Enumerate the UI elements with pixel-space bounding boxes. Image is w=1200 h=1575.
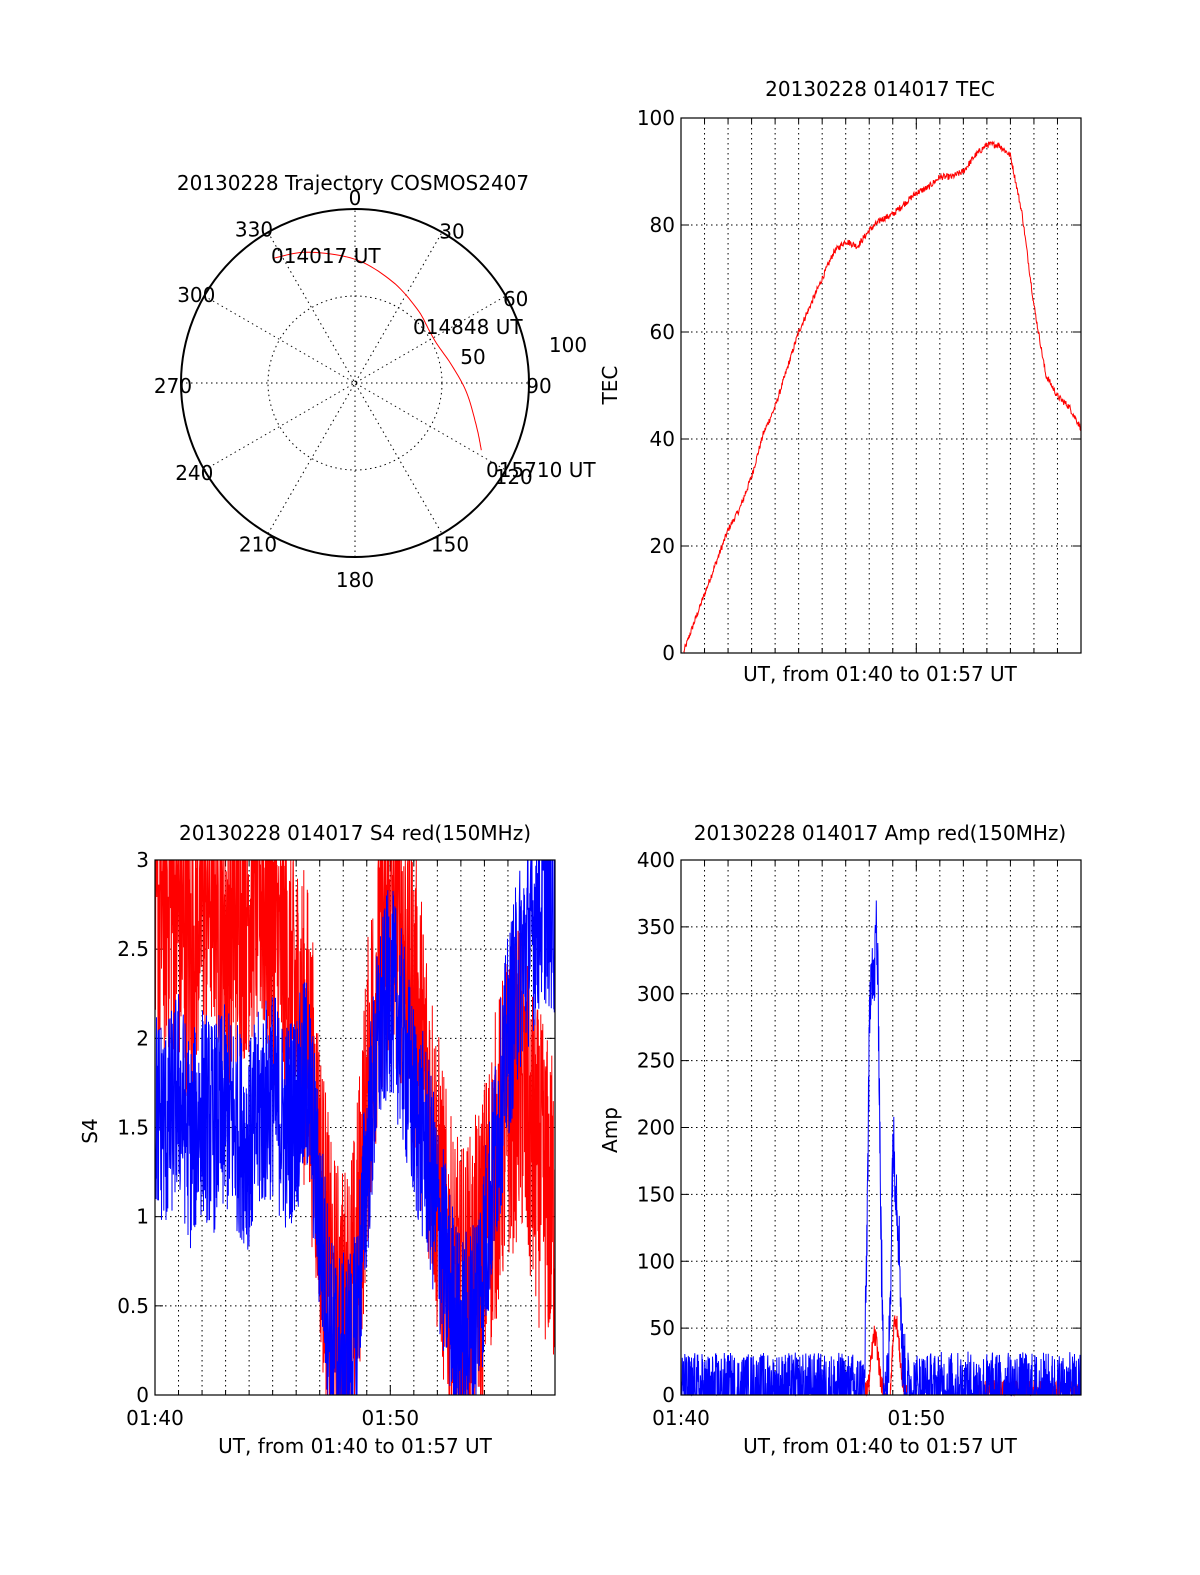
tec-chart: 20130228 014017 TEC 0 20 40 60 80 100 TEC UT,… bbox=[598, 77, 1082, 686]
annotation-end-time: 015710 UT bbox=[486, 458, 596, 482]
plot-frame bbox=[154, 859, 556, 1396]
annotation-start-time: 014017 UT bbox=[271, 244, 381, 268]
series-line-amp-blue bbox=[680, 900, 1082, 1397]
x-tick-label: 01:40 bbox=[126, 1406, 184, 1430]
azimuth-label: 30 bbox=[439, 219, 464, 243]
y-tick-label: 200 bbox=[637, 1116, 675, 1140]
series-line-s4-blue bbox=[154, 859, 556, 1396]
azimuth-label: 60 bbox=[503, 287, 528, 311]
polar-spoke bbox=[267, 232, 443, 534]
grid bbox=[680, 860, 1082, 1395]
y-tick-label: 40 bbox=[650, 427, 675, 451]
polar-outer-circle bbox=[180, 208, 530, 558]
annotation-mid-time: 014848 UT bbox=[413, 315, 523, 339]
y-tick-label: 0 bbox=[662, 1383, 675, 1407]
chart-title: 20130228 014017 S4 red(150MHz) bbox=[179, 821, 531, 845]
azimuth-label: 0 bbox=[349, 186, 362, 210]
azimuth-labels: 0 30 60 90 120 150 180 210 240 270 300 330 bbox=[154, 186, 552, 592]
y-tick-label: 350 bbox=[637, 915, 675, 939]
y-axis-label: S4 bbox=[78, 1118, 102, 1143]
y-tick-label: 300 bbox=[637, 982, 675, 1006]
y-tick-label: 100 bbox=[637, 106, 675, 130]
y-tick-label: 0 bbox=[662, 641, 675, 665]
azimuth-label: 240 bbox=[175, 461, 213, 485]
azimuth-label: 270 bbox=[154, 374, 192, 398]
y-tick-label: 0 bbox=[136, 1383, 149, 1407]
y-tick-label: 80 bbox=[650, 213, 675, 237]
azimuth-label: 330 bbox=[235, 217, 273, 241]
plot-frame bbox=[680, 117, 1082, 654]
s4-chart: 20130228 014017 S4 red(150MHz) 0 0.5 1 1.5 2… bbox=[78, 821, 556, 1458]
y-tick-label: 2 bbox=[136, 1026, 149, 1050]
series-line-trajectory bbox=[273, 251, 482, 451]
x-ticks: 01:40 01:50 bbox=[126, 1406, 419, 1430]
x-axis-label: UT, from 01:40 to 01:57 UT bbox=[743, 662, 1018, 686]
y-tick-label: 400 bbox=[637, 848, 675, 872]
y-axis-label: TEC bbox=[598, 366, 622, 406]
polar-grid bbox=[181, 209, 529, 557]
chart-title: 20130228 014017 Amp red(150MHz) bbox=[694, 821, 1066, 845]
y-tick-label: 0.5 bbox=[117, 1294, 149, 1318]
y-tick-label: 50 bbox=[650, 1316, 675, 1340]
ring-label: 100 bbox=[549, 333, 587, 357]
plot-frame bbox=[680, 859, 1082, 1396]
y-tick-label: 20 bbox=[650, 534, 675, 558]
x-axis-label: UT, from 01:40 to 01:57 UT bbox=[218, 1434, 493, 1458]
y-tick-label: 60 bbox=[650, 320, 675, 344]
polar-spoke bbox=[267, 232, 443, 534]
x-axis-label: UT, from 01:40 to 01:57 UT bbox=[743, 1434, 1018, 1458]
y-tick-label: 1.5 bbox=[117, 1116, 149, 1140]
trajectory-polar-chart: 20130228 Trajectory COSMOS2407 0 30 60 90 12… bbox=[154, 171, 596, 592]
azimuth-label: 120 bbox=[495, 465, 533, 489]
x-ticks: 01:40 01:50 bbox=[652, 1406, 945, 1430]
polar-spoke bbox=[204, 295, 506, 471]
y-tick-label: 250 bbox=[637, 1049, 675, 1073]
y-tick-label: 150 bbox=[637, 1182, 675, 1206]
x-tick-label: 01:50 bbox=[361, 1406, 419, 1430]
azimuth-label: 210 bbox=[239, 533, 277, 557]
ring-label: 50 bbox=[460, 345, 485, 369]
azimuth-label: 90 bbox=[526, 374, 551, 398]
y-tick-label: 2.5 bbox=[117, 937, 149, 961]
y-axis-label: Amp bbox=[598, 1107, 622, 1153]
y-tick-label: 1 bbox=[136, 1205, 149, 1229]
y-tick-label: 100 bbox=[637, 1249, 675, 1273]
chart-title: 20130228 Trajectory COSMOS2407 bbox=[177, 171, 529, 195]
chart-title: 20130228 014017 TEC bbox=[765, 77, 995, 101]
azimuth-label: 150 bbox=[431, 533, 469, 557]
azimuth-label: 300 bbox=[177, 283, 215, 307]
polar-spoke bbox=[204, 295, 506, 471]
y-ticks: 0 20 40 60 80 100 bbox=[637, 106, 1081, 665]
azimuth-label: 180 bbox=[336, 568, 374, 592]
y-tick-label: 3 bbox=[136, 848, 149, 872]
amp-chart: 20130228 014017 Amp red(150MHz) 0 50 100 15… bbox=[598, 821, 1082, 1458]
grid bbox=[680, 118, 1082, 653]
series-line-tec bbox=[683, 140, 1082, 655]
x-tick-label: 01:40 bbox=[652, 1406, 710, 1430]
y-ticks: 0 0.5 1 1.5 2 2.5 3 bbox=[117, 848, 555, 1407]
x-tick-label: 01:50 bbox=[887, 1406, 945, 1430]
